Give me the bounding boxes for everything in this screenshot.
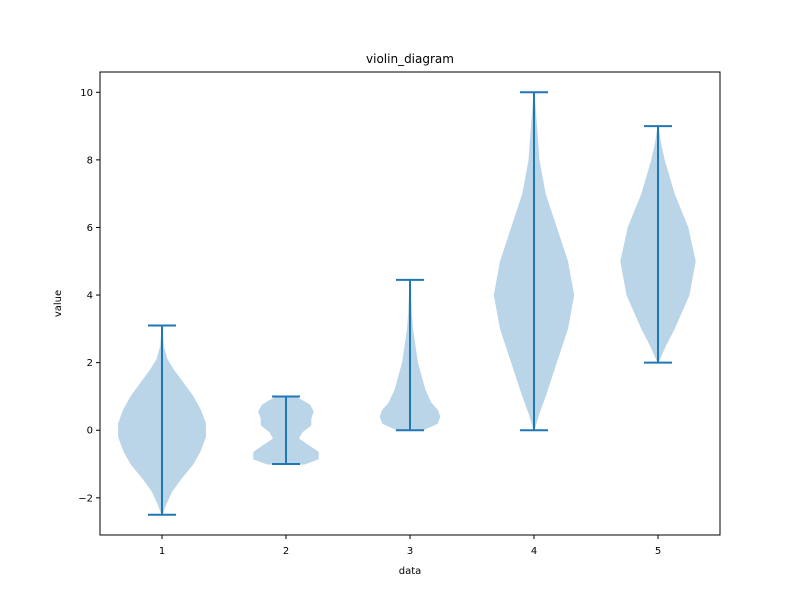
y-tick-label-2: 2 — [87, 358, 93, 369]
y-tick-label-0: −2 — [78, 493, 93, 504]
y-axis-label: value — [53, 290, 64, 317]
chart-title: violin_diagram — [366, 52, 454, 66]
y-tick-label-3: 4 — [87, 291, 93, 302]
x-tick-label-4: 4 — [531, 546, 537, 557]
y-tick-label-6: 10 — [80, 88, 93, 99]
x-tick-label-2: 2 — [283, 546, 289, 557]
tick-layer: 1 2 3 4 5 −2 0 2 4 6 8 10 — [78, 88, 661, 557]
x-tick-label-3: 3 — [407, 546, 413, 557]
violin-layer — [118, 91, 696, 516]
y-tick-label-5: 8 — [87, 155, 93, 166]
y-tick-label-1: 0 — [87, 426, 93, 437]
x-axis-label: data — [399, 566, 422, 577]
y-tick-label-4: 6 — [87, 223, 93, 234]
x-tick-label-5: 5 — [655, 546, 661, 557]
x-tick-label-1: 1 — [159, 546, 165, 557]
